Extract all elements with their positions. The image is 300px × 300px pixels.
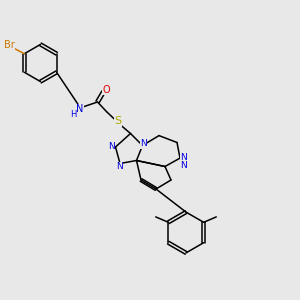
Text: N: N xyxy=(108,142,115,151)
Text: N: N xyxy=(76,104,83,115)
Text: O: O xyxy=(102,85,110,95)
Text: N: N xyxy=(140,140,147,148)
Text: N: N xyxy=(180,153,187,162)
Text: S: S xyxy=(115,116,122,126)
Text: N: N xyxy=(180,161,187,170)
Text: Br: Br xyxy=(4,40,15,50)
Text: N: N xyxy=(116,162,122,171)
Text: H: H xyxy=(70,110,76,119)
